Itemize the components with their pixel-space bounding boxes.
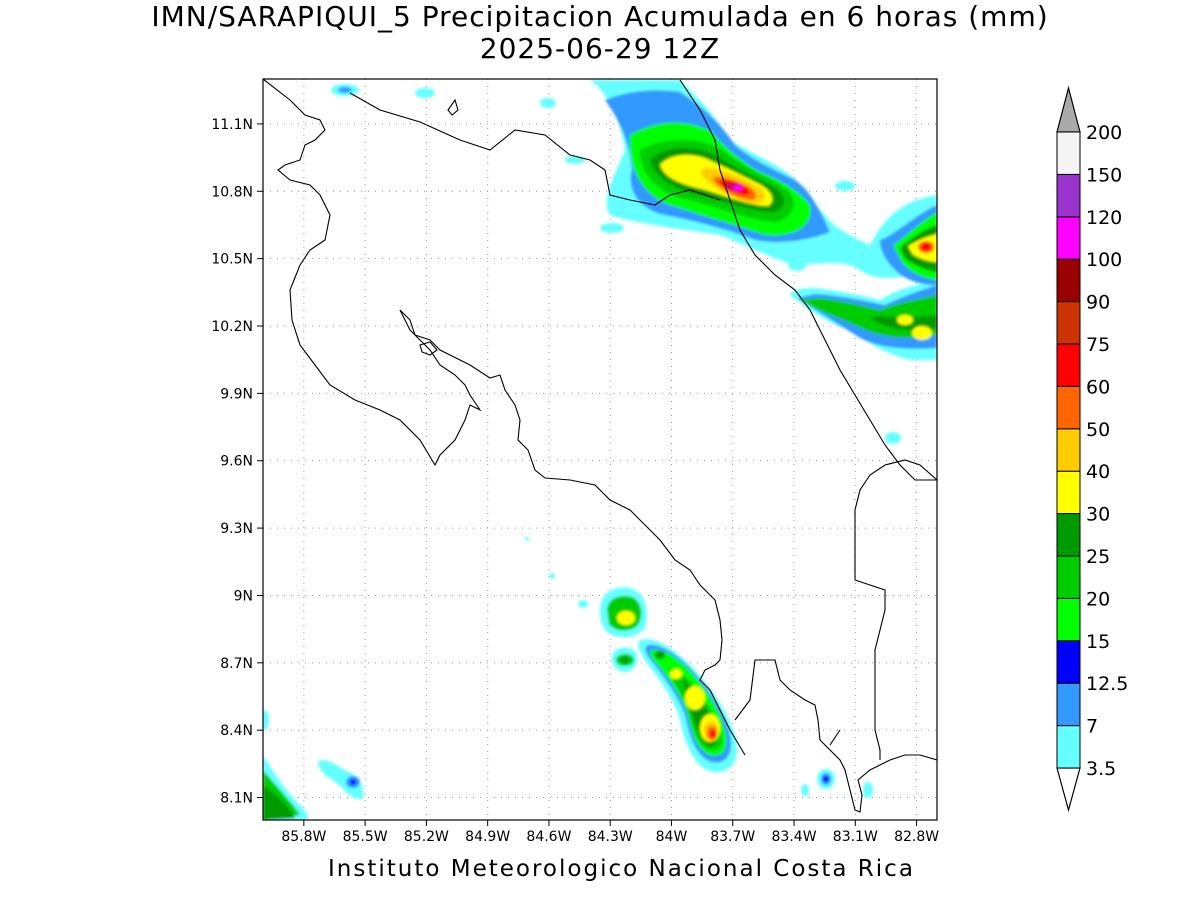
lat-tick-label: 8.7N	[220, 656, 253, 672]
colorbar-label: 25	[1086, 546, 1110, 568]
colorbar-label: 120	[1086, 207, 1122, 229]
colorbar-label: 15	[1086, 631, 1110, 653]
colorbar-label: 200	[1086, 122, 1122, 144]
lon-tick-label: 82.8W	[894, 829, 939, 845]
colorbar-label: 150	[1086, 164, 1122, 186]
colorbar-label: 3.5	[1086, 758, 1116, 780]
nicoya-inner-coast	[399, 309, 746, 756]
longitude-ticks: 85.8W 85.5W 85.2W 84.9W 84.6W 84.3W 84W 83.7W 83…	[281, 820, 939, 845]
precip-cluster-east	[790, 205, 937, 360]
colorbar-swatch	[1056, 555, 1081, 599]
map-frame	[262, 78, 938, 821]
north-coastline	[263, 79, 482, 467]
lat-tick-label: 11.1N	[211, 117, 253, 133]
lat-tick-label: 8.4N	[220, 723, 253, 739]
lake-islet	[419, 341, 438, 356]
colorbar-label: 60	[1086, 376, 1110, 398]
lon-tick-label: 84.9W	[465, 829, 510, 845]
colorbar-swatch	[1056, 131, 1081, 175]
colorbar-swatch	[1056, 725, 1081, 769]
colorbar-label: 30	[1086, 504, 1110, 526]
colorbar-swatch	[1056, 640, 1081, 684]
lat-tick-label: 8.1N	[220, 791, 253, 807]
colorbar-label: 7	[1086, 716, 1098, 738]
lon-tick-label: 85.5W	[343, 829, 388, 845]
lat-tick-label: 10.8N	[211, 184, 253, 200]
panama-border	[854, 459, 937, 760]
page-subtitle: 2025-06-29 12Z	[479, 32, 721, 65]
lat-tick-label: 9.9N	[220, 386, 253, 402]
colorbar-swatch	[1056, 385, 1081, 430]
map-background	[263, 79, 937, 820]
colorbar-label: 75	[1086, 334, 1110, 356]
colorbar-swatch	[1056, 343, 1081, 387]
precipitation-field	[263, 80, 937, 820]
lon-tick-label: 85.2W	[404, 829, 449, 845]
colorbar-swatch	[1056, 470, 1081, 515]
lon-tick-label: 84.6W	[526, 829, 571, 845]
pacific-coast-south	[734, 659, 937, 813]
colorbar-swatch	[1056, 301, 1081, 345]
lat-tick-label: 10.2N	[211, 319, 253, 335]
precip-cluster-north	[331, 80, 937, 444]
lon-tick-label: 84.3W	[588, 829, 633, 845]
colorbar-bottom-triangle	[1056, 767, 1081, 813]
lat-tick-label: 9N	[234, 588, 253, 604]
lon-tick-label: 85.8W	[281, 829, 326, 845]
page-title: IMN/SARAPIQUI_5 Precipitacion Acumulada …	[151, 0, 1049, 33]
lon-tick-label: 84W	[656, 829, 688, 845]
precip-cluster-south	[263, 537, 873, 820]
east-coast	[829, 729, 841, 746]
lat-tick-label: 9.3N	[220, 521, 253, 537]
colorbar-swatch	[1056, 428, 1081, 472]
lat-tick-label: 10.5N	[211, 252, 253, 268]
gridlines	[263, 79, 937, 820]
latitude-ticks: 11.1N 10.8N 10.5N 10.2N 9.9N 9.6N 9.3N 9N 8.7N 8.…	[211, 117, 263, 807]
colorbar-swatch	[1056, 513, 1081, 557]
footer-credit: Instituto Meteorologico Nacional Costa R…	[328, 856, 915, 882]
coastlines	[263, 79, 937, 813]
colorbar-swatch	[1056, 597, 1081, 642]
lon-tick-label: 83.1W	[833, 829, 878, 845]
lon-tick-label: 83.7W	[710, 829, 755, 845]
colorbar-label: 20	[1086, 588, 1110, 610]
colorbar-label: 50	[1086, 419, 1110, 441]
colorbar-label: 12.5	[1086, 673, 1128, 695]
colorbar-label: 40	[1086, 461, 1110, 483]
colorbar-swatch	[1056, 258, 1081, 303]
caribbean-coast	[679, 79, 937, 481]
colorbar: 3.5 7 12.5 15 20 25 30 40 50 60 75 90 100 120 150 200	[1056, 85, 1128, 813]
colorbar-top-triangle	[1056, 85, 1081, 133]
colorbar-label: 90	[1086, 292, 1110, 314]
colorbar-label: 100	[1086, 249, 1122, 271]
lake-nicaragua-islet	[447, 98, 459, 116]
colorbar-swatch	[1056, 216, 1081, 260]
lat-tick-label: 9.6N	[220, 454, 253, 470]
colorbar-swatch	[1056, 173, 1081, 218]
nicaragua-costa-rica-border	[349, 92, 721, 206]
colorbar-swatch	[1056, 682, 1081, 727]
lon-tick-label: 83.4W	[772, 829, 817, 845]
